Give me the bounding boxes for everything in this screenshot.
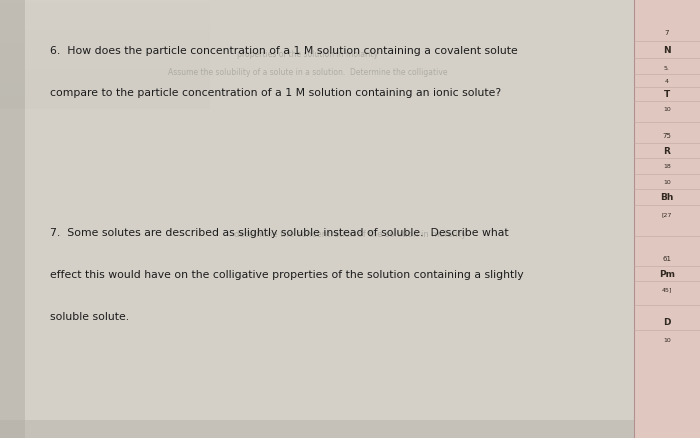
Text: soluble solute.: soluble solute.: [50, 311, 130, 321]
Text: 61: 61: [662, 255, 671, 261]
Bar: [0, 83, 210, 96]
Bar: [0, 18, 210, 31]
Text: 10: 10: [663, 337, 671, 342]
Bar: [0, 0, 25, 438]
Text: properties of the solution in molarity: properties of the solution in molarity: [237, 50, 379, 59]
Text: 18: 18: [663, 164, 671, 169]
Bar: [0, 420, 634, 438]
Text: Bh: Bh: [660, 193, 673, 201]
Bar: [0, 31, 210, 44]
Bar: [0, 57, 210, 70]
Text: determine the concentration of the solution in molarity: determine the concentration of the solut…: [234, 230, 466, 239]
Bar: [634, 0, 700, 438]
Text: T: T: [664, 90, 670, 99]
Text: 10: 10: [663, 179, 671, 184]
Text: 10: 10: [663, 107, 671, 112]
Text: Assume the solubility of a solute in a solution.  Determine the colligative: Assume the solubility of a solute in a s…: [168, 68, 448, 77]
Text: 6.  How does the particle concentration of a 1 M solution containing a covalent : 6. How does the particle concentration o…: [50, 46, 518, 56]
Text: R: R: [664, 147, 670, 155]
Text: N: N: [663, 46, 671, 55]
Text: 4: 4: [665, 78, 668, 84]
Bar: [0, 96, 210, 110]
Bar: [0, 44, 210, 57]
Text: effect this would have on the colligative properties of the solution containing : effect this would have on the colligativ…: [50, 269, 524, 279]
Text: 7: 7: [664, 30, 669, 36]
Text: 7.  Some solutes are described as slightly soluble instead of soluble.  Describe: 7. Some solutes are described as slightl…: [50, 228, 509, 238]
Bar: [0, 4, 210, 18]
Text: Pm: Pm: [659, 269, 675, 278]
Text: 75: 75: [662, 133, 671, 139]
Text: [27: [27: [662, 212, 672, 217]
Text: D: D: [663, 318, 671, 326]
Text: compare to the particle concentration of a 1 M solution containing an ionic solu: compare to the particle concentration of…: [50, 88, 501, 98]
Bar: [0, 70, 210, 83]
Text: 5.: 5.: [664, 65, 670, 71]
Text: 45]: 45]: [662, 286, 672, 292]
